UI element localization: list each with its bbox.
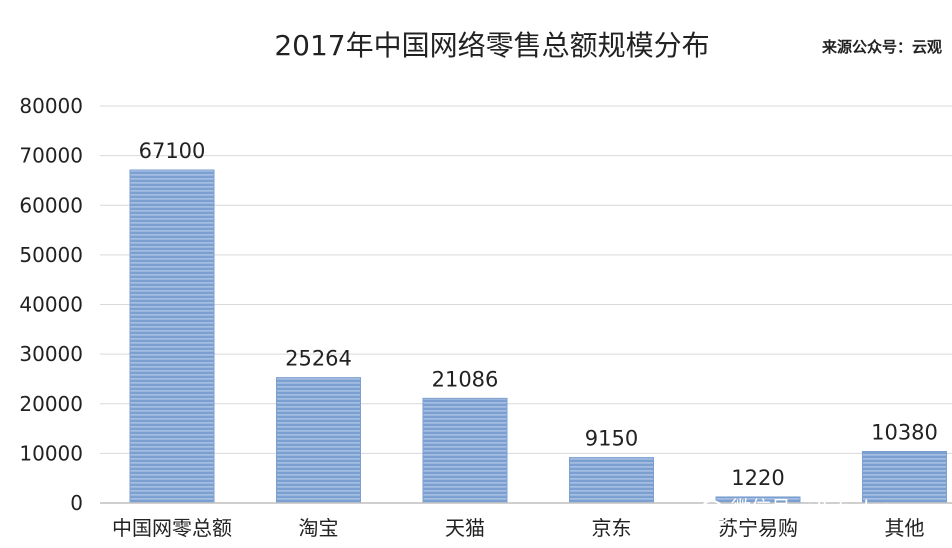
bar bbox=[862, 450, 947, 504]
y-tick-label: 0 bbox=[70, 491, 83, 515]
x-tick-label: 天猫 bbox=[445, 516, 485, 540]
x-tick-label: 京东 bbox=[592, 516, 632, 540]
x-axis-ticks: 中国网零总额 淘宝 天猫 京东 苏宁易购 其他 bbox=[112, 516, 925, 540]
grid-lines bbox=[100, 105, 952, 454]
watermark: 微信号: allzhidao bbox=[701, 496, 893, 523]
y-tick-label: 20000 bbox=[19, 392, 83, 416]
bar bbox=[569, 457, 654, 504]
x-tick-label: 中国网零总额 bbox=[112, 516, 232, 540]
bars bbox=[129, 169, 947, 504]
y-tick-label: 30000 bbox=[19, 342, 83, 366]
data-label: 67100 bbox=[139, 139, 206, 163]
y-tick-label: 10000 bbox=[19, 441, 83, 465]
x-tick-label: 淘宝 bbox=[299, 516, 339, 540]
data-label: 9150 bbox=[585, 427, 638, 451]
data-label: 21086 bbox=[432, 367, 499, 391]
chart-title: 2017年中国网络零售总额规模分布 bbox=[274, 29, 709, 62]
data-labels: 67100 25264 21086 9150 1220 10380 bbox=[139, 139, 938, 490]
x-tick-label: 其他 bbox=[885, 516, 925, 540]
y-tick-label: 70000 bbox=[19, 144, 83, 168]
bar bbox=[422, 397, 508, 504]
data-label: 1220 bbox=[731, 466, 784, 490]
watermark-text: 微信号: allzhidao bbox=[731, 496, 893, 520]
wechat-icon bbox=[701, 500, 730, 523]
y-tick-label: 40000 bbox=[19, 293, 83, 317]
bar bbox=[276, 377, 361, 504]
y-tick-label: 80000 bbox=[19, 94, 83, 118]
bar bbox=[129, 169, 215, 504]
data-label: 10380 bbox=[871, 420, 938, 444]
source-note: 来源公众号：云观 bbox=[821, 38, 942, 56]
y-tick-label: 50000 bbox=[19, 243, 83, 267]
y-tick-label: 60000 bbox=[19, 193, 83, 217]
y-axis-ticks: 0 10000 20000 30000 40000 50000 60000 70000 8000… bbox=[19, 94, 83, 515]
x-tick-label: 苏宁易购 bbox=[718, 516, 798, 540]
data-label: 25264 bbox=[285, 347, 352, 371]
